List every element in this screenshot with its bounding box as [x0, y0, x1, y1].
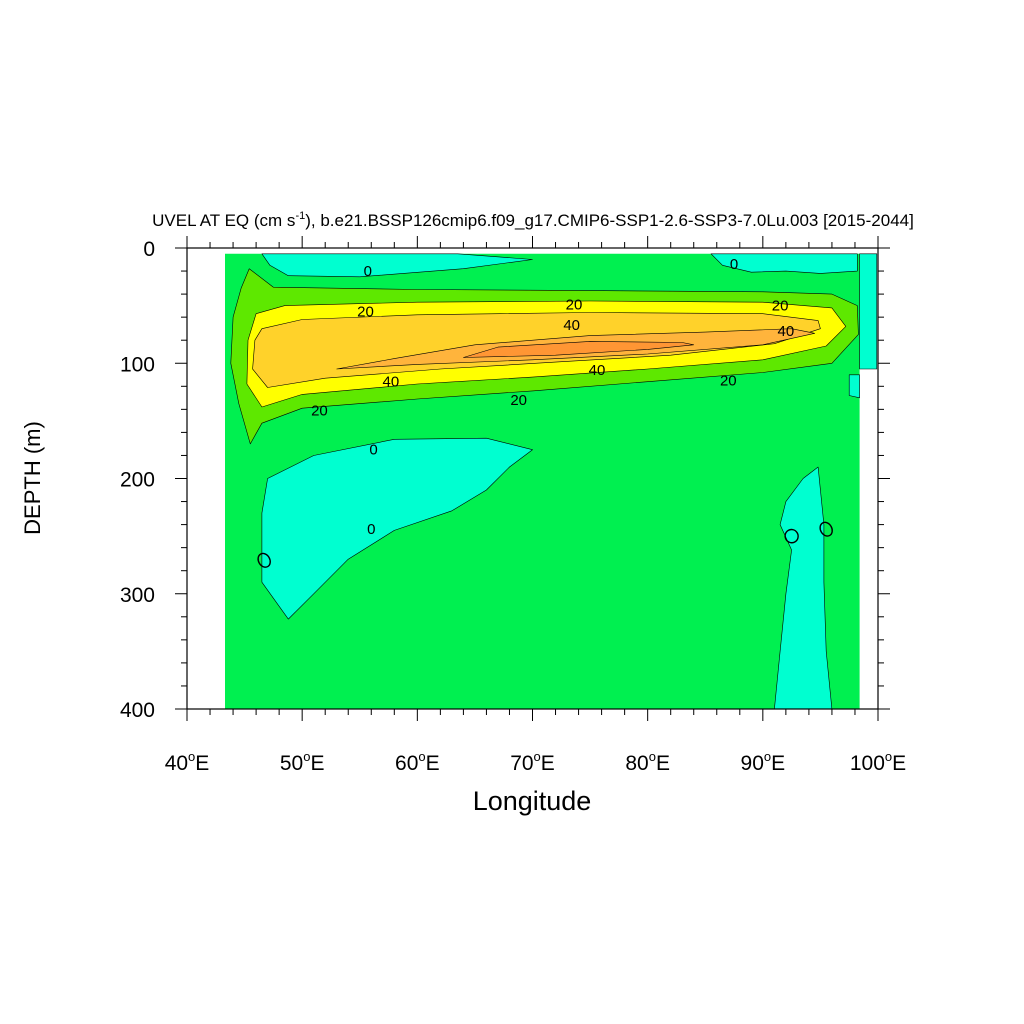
- x-tick-hemisphere: E: [892, 752, 906, 775]
- x-tick-label-0: 40oE: [165, 749, 210, 775]
- contour-label-7: 20: [720, 373, 737, 390]
- x-tick-degree: o: [418, 749, 425, 764]
- x-tick-label-1: 50oE: [280, 749, 325, 775]
- x-tick-hemisphere: E: [771, 752, 785, 775]
- x-tick-label-5: 90oE: [741, 749, 786, 775]
- contour-label-8: 20: [510, 392, 527, 409]
- zero-contour-loop-2: [819, 521, 833, 537]
- chart-title-prefix: UVEL AT EQ (cm s: [152, 211, 295, 230]
- contour-labels: 0 0 0 0 20 20 20 20 20 20 40 40 40 40: [311, 256, 794, 538]
- x-tick-hemisphere: E: [656, 752, 670, 775]
- y-axis-title: DEPTH (m): [20, 421, 45, 535]
- x-tick-hemisphere: E: [541, 752, 555, 775]
- contour-label-5: 20: [566, 296, 583, 313]
- contour-label-6: 20: [772, 298, 789, 315]
- contour-region-1: [859, 253, 878, 370]
- contour-region-4: [848, 374, 860, 399]
- y-tick-label-1: 100: [120, 353, 155, 376]
- chart-title-superscript: -1: [295, 210, 305, 222]
- contour-label-12: 40: [589, 362, 606, 379]
- x-tick-number: 50: [280, 752, 303, 775]
- contour-label-13: 40: [383, 374, 400, 391]
- x-tick-number: 40: [165, 752, 188, 775]
- x-tick-number: 80: [625, 752, 648, 775]
- x-tick-hemisphere: E: [310, 752, 324, 775]
- x-tick-label-3: 70oE: [510, 749, 555, 775]
- contour-label-2: 0: [369, 442, 377, 459]
- contour-label-4: 20: [357, 303, 374, 320]
- x-tick-labels: 40oE 50oE 60oE 70oE 80oE 90oE 100oE: [165, 749, 906, 775]
- contour-region-3: [710, 253, 858, 274]
- contour-region-2: [261, 253, 533, 278]
- x-tick-degree: o: [649, 749, 656, 764]
- contour-regions: [225, 253, 878, 709]
- y-tick-label-4: 400: [120, 699, 155, 722]
- chart-title: UVEL AT EQ (cm s-1), b.e21.BSSP126cmip6.…: [152, 210, 914, 230]
- x-tick-number: 90: [741, 752, 764, 775]
- x-tick-degree: o: [534, 749, 541, 764]
- y-tick-label-0: 0: [143, 238, 155, 261]
- contour-loops: [257, 521, 833, 568]
- contour-region-6: [774, 466, 833, 709]
- contour-region-11: [463, 341, 695, 358]
- x-tick-number: 60: [395, 752, 418, 775]
- x-tick-number: 70: [510, 752, 533, 775]
- x-tick-degree: o: [188, 749, 195, 764]
- x-tick-hemisphere: E: [426, 752, 440, 775]
- x-tick-label-4: 80oE: [625, 749, 670, 775]
- y-tick-labels: 0 100 200 300 400: [120, 238, 155, 722]
- contour-region-5: [261, 437, 533, 620]
- zero-contour-loop-1: [784, 528, 799, 544]
- contour-label-3: 0: [367, 521, 375, 538]
- axis-ticks: [175, 236, 890, 721]
- x-tick-degree: o: [764, 749, 771, 764]
- zero-contour-loop-0: [257, 552, 271, 568]
- x-tick-number: 100: [850, 752, 885, 775]
- contour-label-9: 20: [311, 403, 328, 420]
- contour-label-11: 40: [778, 323, 795, 340]
- x-tick-degree: o: [303, 749, 310, 764]
- x-tick-label-6: 100oE: [850, 749, 906, 775]
- contour-label-1: 0: [730, 256, 738, 273]
- x-axis-title: Longitude: [473, 786, 592, 816]
- x-tick-label-2: 60oE: [395, 749, 440, 775]
- contour-label-10: 40: [563, 317, 580, 334]
- x-tick-hemisphere: E: [195, 752, 209, 775]
- chart-title-suffix: ), b.e21.BSSP126cmip6.f09_g17.CMIP6-SSP1…: [305, 211, 914, 230]
- x-tick-degree: o: [885, 749, 892, 764]
- y-tick-label-3: 300: [120, 584, 155, 607]
- y-tick-label-2: 200: [120, 469, 155, 492]
- contour-label-0: 0: [364, 263, 372, 280]
